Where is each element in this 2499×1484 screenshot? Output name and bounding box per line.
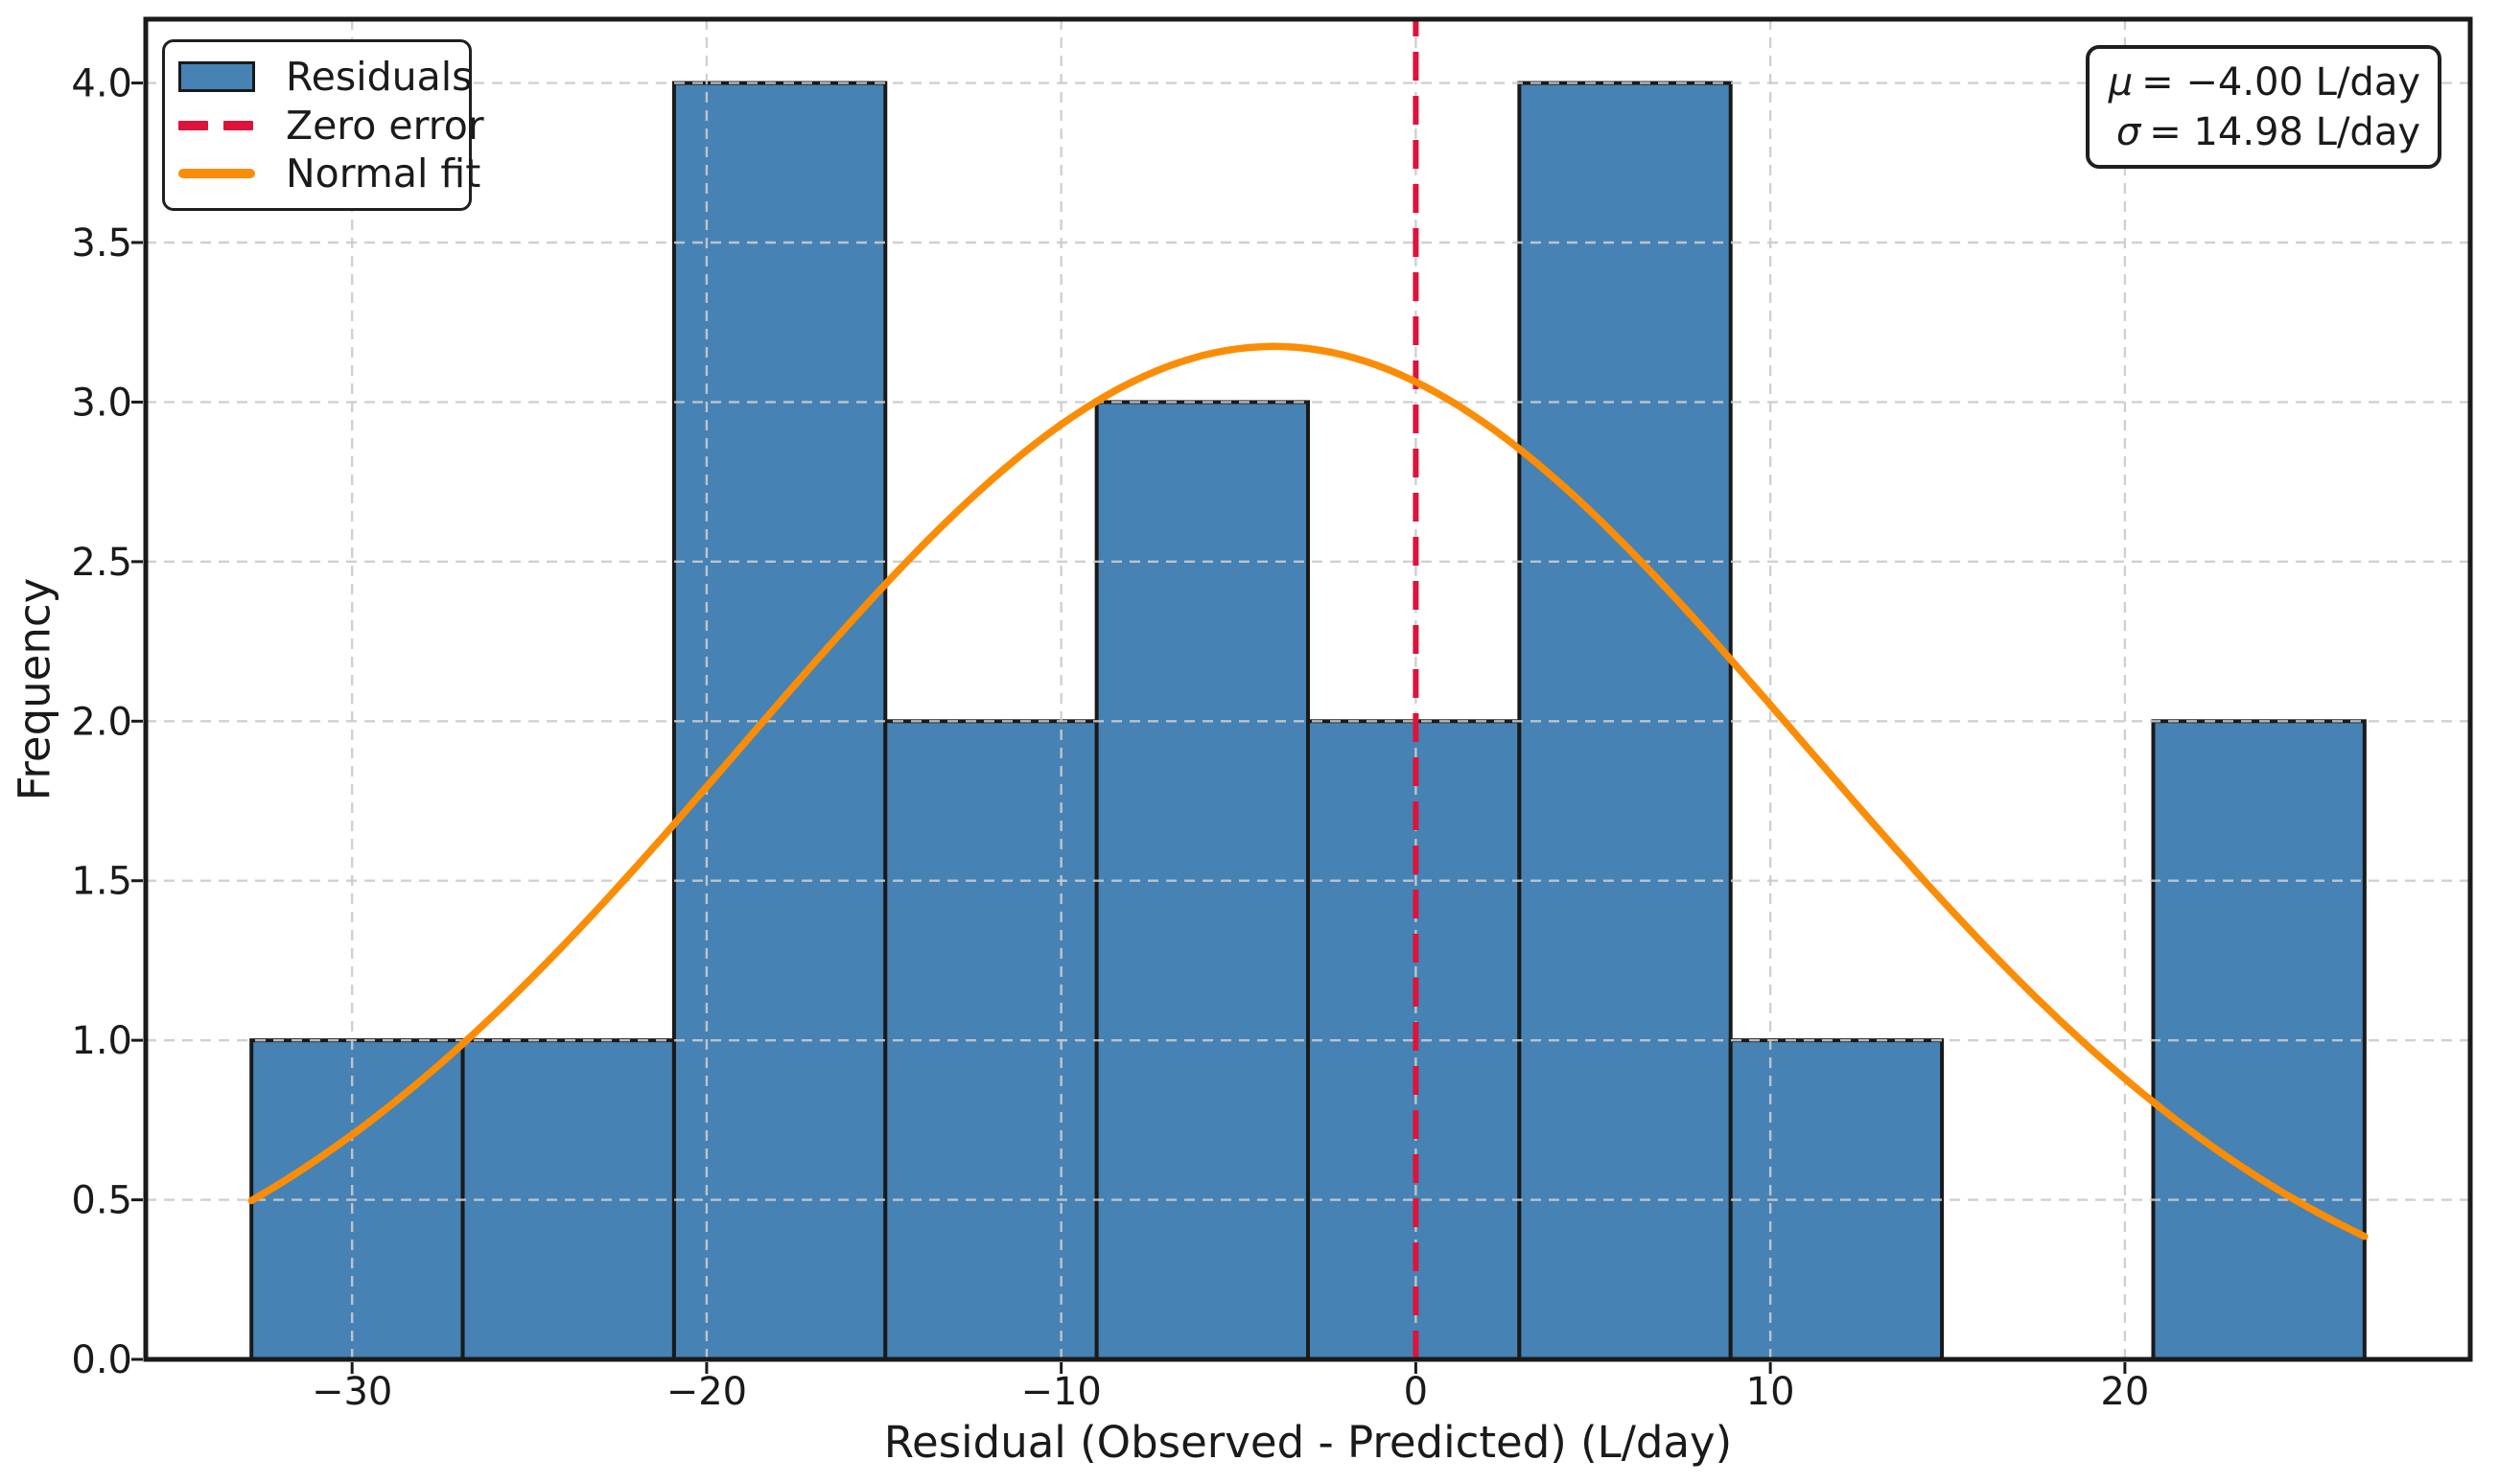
histogram-bar [671, 81, 888, 1362]
x-tick-label: −30 [312, 1370, 392, 1414]
legend-label-zero-error: Zero error [286, 102, 484, 149]
plot-border [143, 16, 2473, 1362]
y-tick-label: 2.0 [71, 700, 132, 744]
x-tick-label: 10 [1746, 1370, 1795, 1414]
y-tick-label: 1.0 [71, 1019, 132, 1063]
legend-label-residuals: Residuals [286, 54, 473, 100]
stats-sigma: σ = 14.98 L/day [2116, 107, 2420, 157]
y-tick-label: 3.5 [71, 221, 132, 266]
y-tick-label: 4.0 [71, 62, 132, 106]
normal-fit-curve [247, 342, 2369, 1241]
legend-item-normal-fit: Normal fit [178, 151, 480, 196]
y-tick-label: 0.5 [71, 1179, 132, 1223]
mu-value: = −4.00 L/day [2141, 59, 2420, 104]
x-tick-label: −20 [666, 1370, 747, 1414]
x-tick-label: 20 [2100, 1370, 2149, 1414]
stats-box: μ = −4.00 L/day σ = 14.98 L/day [2086, 45, 2441, 169]
sigma-value: = 14.98 L/day [2149, 109, 2420, 154]
legend-label-normal-fit: Normal fit [286, 151, 481, 197]
residuals-swatch-icon [178, 61, 255, 92]
histogram-bar [1728, 1038, 1945, 1361]
legend-item-zero-error: Zero error [178, 104, 484, 148]
mu-symbol: μ [2108, 59, 2134, 104]
y-tick-label: 2.5 [71, 541, 132, 585]
y-tick-label: 1.5 [71, 860, 132, 904]
x-axis-label: Residual (Observed - Predicted) (L/day) [883, 1417, 1733, 1468]
normal-fit-swatch-icon [178, 169, 255, 178]
y-axis-label: Frequency [9, 577, 60, 801]
x-tick-label: 0 [1404, 1370, 1428, 1414]
x-tick-label: −10 [1020, 1370, 1101, 1414]
legend-item-residuals: Residuals [178, 55, 473, 99]
y-tick-label: 3.0 [71, 381, 132, 425]
zero-error-swatch-icon [178, 120, 255, 130]
sigma-symbol: σ [2115, 109, 2141, 154]
y-tick-label: 0.0 [71, 1338, 132, 1382]
legend: Residuals Zero error Normal fit [162, 39, 484, 211]
stats-mu: μ = −4.00 L/day [2109, 58, 2420, 107]
